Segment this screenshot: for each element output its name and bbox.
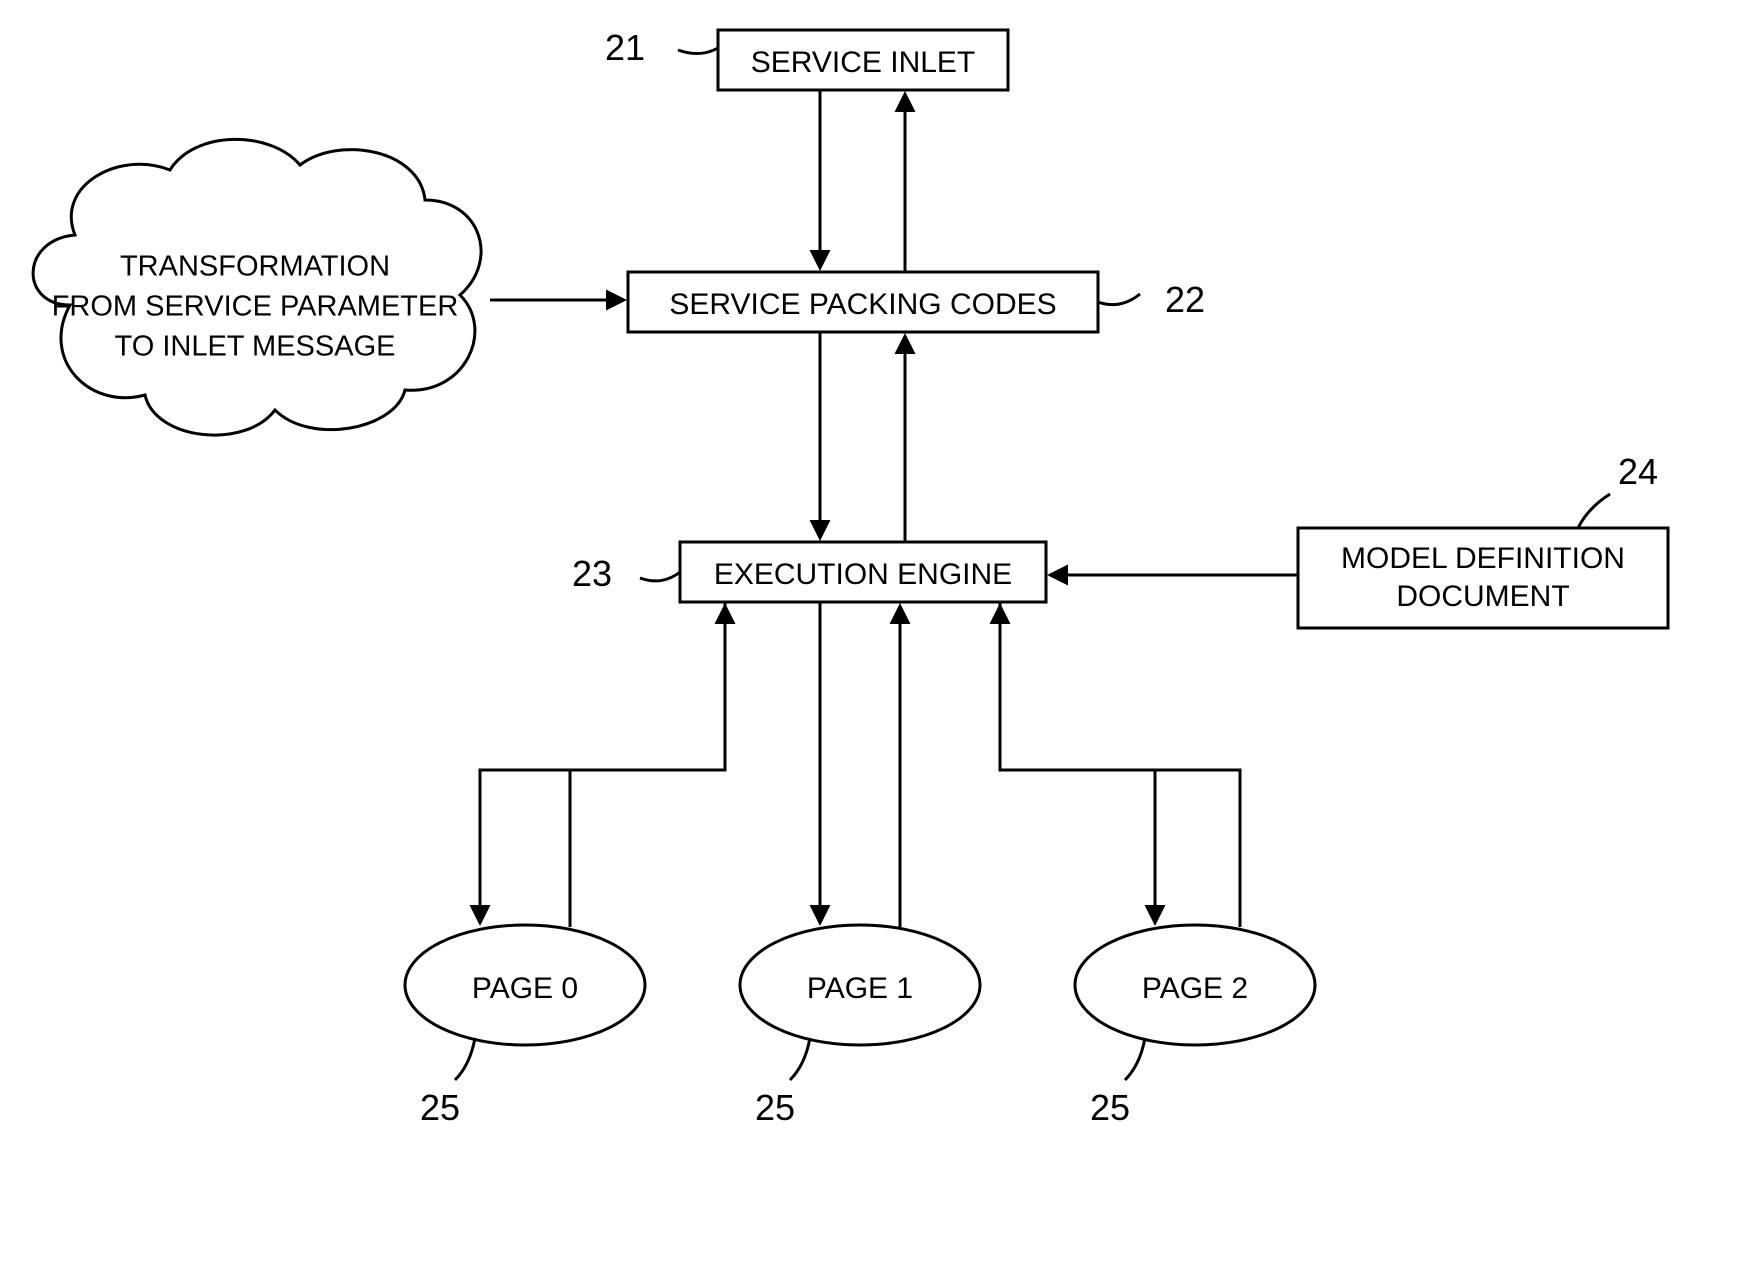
- ref-25-page2-text: 25: [1090, 1087, 1130, 1128]
- service-packing-codes-label: SERVICE PACKING CODES: [669, 288, 1056, 321]
- ref-24: 24: [1578, 451, 1658, 528]
- ref-23-text: 23: [572, 553, 612, 594]
- page2-label: PAGE 2: [1142, 972, 1248, 1005]
- model-definition-line1: MODEL DEFINITION: [1341, 542, 1625, 575]
- ref-25-page0: 25: [420, 1038, 475, 1128]
- ref-25-page1-text: 25: [755, 1087, 795, 1128]
- ref-25-page2: 25: [1090, 1038, 1145, 1128]
- execution-engine-node: EXECUTION ENGINE: [680, 542, 1046, 602]
- execution-engine-label: EXECUTION ENGINE: [714, 558, 1012, 591]
- page1-node: PAGE 1: [740, 925, 980, 1045]
- page0-label: PAGE 0: [472, 972, 578, 1005]
- transformation-line1: TRANSFORMATION: [120, 251, 390, 283]
- ref-21-text: 21: [605, 27, 645, 68]
- edge-engine-page2: [1000, 602, 1240, 927]
- ref-25-page0-text: 25: [420, 1087, 460, 1128]
- page0-node: PAGE 0: [405, 925, 645, 1045]
- service-inlet-node: SERVICE INLET: [718, 30, 1008, 90]
- service-packing-codes-node: SERVICE PACKING CODES: [628, 272, 1098, 332]
- edge-engine-page1: [820, 602, 900, 927]
- ref-21: 21: [605, 27, 718, 68]
- model-definition-node: MODEL DEFINITION DOCUMENT: [1298, 528, 1668, 628]
- ref-24-text: 24: [1618, 451, 1658, 492]
- edge-engine-page0: [480, 602, 725, 927]
- ref-23: 23: [572, 553, 680, 594]
- edge-inlet-packing: [820, 90, 905, 272]
- edge-packing-engine: [820, 332, 905, 542]
- model-definition-line2: DOCUMENT: [1396, 580, 1569, 613]
- ref-22-text: 22: [1165, 279, 1205, 320]
- service-inlet-label: SERVICE INLET: [751, 46, 976, 79]
- transformation-cloud-node: TRANSFORMATION FROM SERVICE PARAMETER TO…: [33, 139, 481, 435]
- transformation-line2: FROM SERVICE PARAMETER: [52, 291, 459, 323]
- page2-node: PAGE 2: [1075, 925, 1315, 1045]
- ref-25-page1: 25: [755, 1038, 810, 1128]
- ref-22: 22: [1098, 279, 1205, 320]
- page1-label: PAGE 1: [807, 972, 913, 1005]
- transformation-line3: TO INLET MESSAGE: [115, 331, 396, 363]
